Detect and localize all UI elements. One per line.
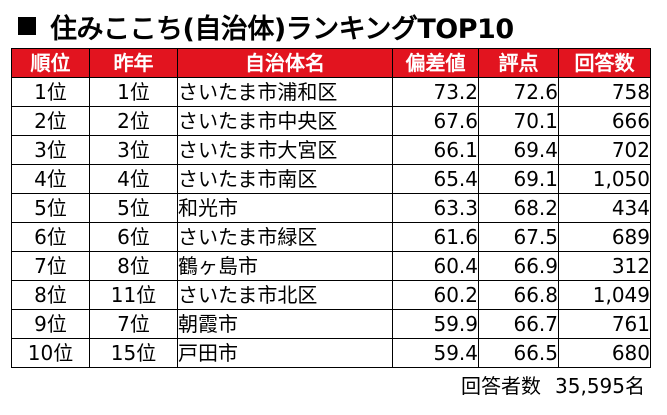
rank-cell: 5位: [11, 193, 90, 223]
header-row: 順位 昨年 自治体名 偏差値 評点 回答数: [11, 48, 651, 78]
last-year-cell: 8位: [89, 251, 178, 281]
rank-cell: 9位: [11, 309, 90, 339]
response-count-cell: 1,049: [558, 280, 651, 310]
response-count-cell: 702: [558, 135, 651, 165]
municipality-cell: さいたま市緑区: [177, 222, 393, 252]
rank-cell: 7位: [11, 251, 90, 281]
response-count-cell: 680: [558, 338, 651, 368]
deviation-score-cell: 61.6: [392, 222, 479, 252]
municipality-cell: さいたま市中央区: [177, 106, 393, 136]
last-year-cell: 15位: [89, 338, 178, 368]
rating-cell: 70.1: [478, 106, 559, 136]
rank-cell: 3位: [11, 135, 90, 165]
page-title: 住みここち(自治体)ランキングTOP10: [18, 6, 514, 46]
table-row: 1位 1位 さいたま市浦和区 73.2 72.6 758: [11, 77, 651, 107]
rank-cell: 2位: [11, 106, 90, 136]
table-row: 9位 7位 朝霞市 59.9 66.7 761: [11, 309, 651, 339]
municipality-cell: さいたま市浦和区: [177, 77, 393, 107]
table-row: 4位 4位 さいたま市南区 65.4 69.1 1,050: [11, 164, 651, 194]
table-row: 7位 8位 鶴ヶ島市 60.4 66.9 312: [11, 251, 651, 281]
column-header-municipality: 自治体名: [177, 48, 393, 78]
deviation-score-cell: 67.6: [392, 106, 479, 136]
column-header-response-count: 回答数: [558, 48, 651, 78]
last-year-cell: 1位: [89, 77, 178, 107]
response-count-cell: 312: [558, 251, 651, 281]
table-row: 5位 5位 和光市 63.3 68.2 434: [11, 193, 651, 223]
last-year-cell: 5位: [89, 193, 178, 223]
table-row: 6位 6位 さいたま市緑区 61.6 67.5 689: [11, 222, 651, 252]
deviation-score-cell: 73.2: [392, 77, 479, 107]
table-row: 10位 15位 戸田市 59.4 66.5 680: [11, 338, 651, 368]
last-year-cell: 4位: [89, 164, 178, 194]
response-count-cell: 758: [558, 77, 651, 107]
rating-cell: 66.7: [478, 309, 559, 339]
rank-cell: 1位: [11, 77, 90, 107]
response-count-cell: 689: [558, 222, 651, 252]
table-row: 8位 11位 さいたま市北区 60.2 66.8 1,049: [11, 280, 651, 310]
deviation-score-cell: 60.4: [392, 251, 479, 281]
rating-cell: 69.1: [478, 164, 559, 194]
response-count-cell: 666: [558, 106, 651, 136]
rank-cell: 4位: [11, 164, 90, 194]
municipality-cell: 戸田市: [177, 338, 393, 368]
last-year-cell: 6位: [89, 222, 178, 252]
last-year-cell: 7位: [89, 309, 178, 339]
response-count-cell: 434: [558, 193, 651, 223]
municipality-cell: さいたま市北区: [177, 280, 393, 310]
municipality-cell: さいたま市大宮区: [177, 135, 393, 165]
rank-cell: 6位: [11, 222, 90, 252]
table-row: 3位 3位 さいたま市大宮区 66.1 69.4 702: [11, 135, 651, 165]
rating-cell: 69.4: [478, 135, 559, 165]
response-count-cell: 761: [558, 309, 651, 339]
deviation-score-cell: 60.2: [392, 280, 479, 310]
deviation-score-cell: 66.1: [392, 135, 479, 165]
rating-cell: 66.8: [478, 280, 559, 310]
municipality-cell: 和光市: [177, 193, 393, 223]
municipality-cell: 鶴ヶ島市: [177, 251, 393, 281]
rank-cell: 8位: [11, 280, 90, 310]
deviation-score-cell: 63.3: [392, 193, 479, 223]
rank-cell: 10位: [11, 338, 90, 368]
column-header-deviation-score: 偏差値: [392, 48, 479, 78]
deviation-score-cell: 65.4: [392, 164, 479, 194]
column-header-rating: 評点: [478, 48, 559, 78]
rating-cell: 72.6: [478, 77, 559, 107]
municipality-cell: 朝霞市: [177, 309, 393, 339]
column-header-last-year: 昨年: [89, 48, 178, 78]
column-header-rank: 順位: [11, 48, 90, 78]
rating-cell: 66.5: [478, 338, 559, 368]
respondent-total: 回答者数 35,595名: [461, 370, 645, 399]
respondent-total-value: 35,595名: [555, 374, 645, 398]
table-row: 2位 2位 さいたま市中央区 67.6 70.1 666: [11, 106, 651, 136]
respondent-total-label: 回答者数: [461, 374, 542, 398]
rating-cell: 66.9: [478, 251, 559, 281]
municipality-cell: さいたま市南区: [177, 164, 393, 194]
response-count-cell: 1,050: [558, 164, 651, 194]
last-year-cell: 11位: [89, 280, 178, 310]
page-title-text: 住みここち(自治体)ランキングTOP10: [50, 13, 514, 45]
square-bullet-icon: [18, 17, 36, 35]
last-year-cell: 3位: [89, 135, 178, 165]
deviation-score-cell: 59.9: [392, 309, 479, 339]
ranking-table: 順位 昨年 自治体名 偏差値 評点 回答数 1位 1位 さいたま市浦和区 73.…: [11, 48, 651, 368]
deviation-score-cell: 59.4: [392, 338, 479, 368]
last-year-cell: 2位: [89, 106, 178, 136]
rating-cell: 68.2: [478, 193, 559, 223]
rating-cell: 67.5: [478, 222, 559, 252]
